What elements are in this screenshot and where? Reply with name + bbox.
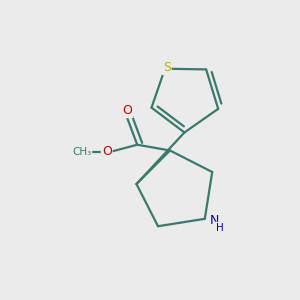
Text: O: O xyxy=(122,104,132,117)
Text: H: H xyxy=(216,223,224,232)
Text: O: O xyxy=(102,145,112,158)
Text: CH₃: CH₃ xyxy=(72,147,92,157)
Text: N: N xyxy=(210,214,219,227)
Text: S: S xyxy=(163,61,171,74)
